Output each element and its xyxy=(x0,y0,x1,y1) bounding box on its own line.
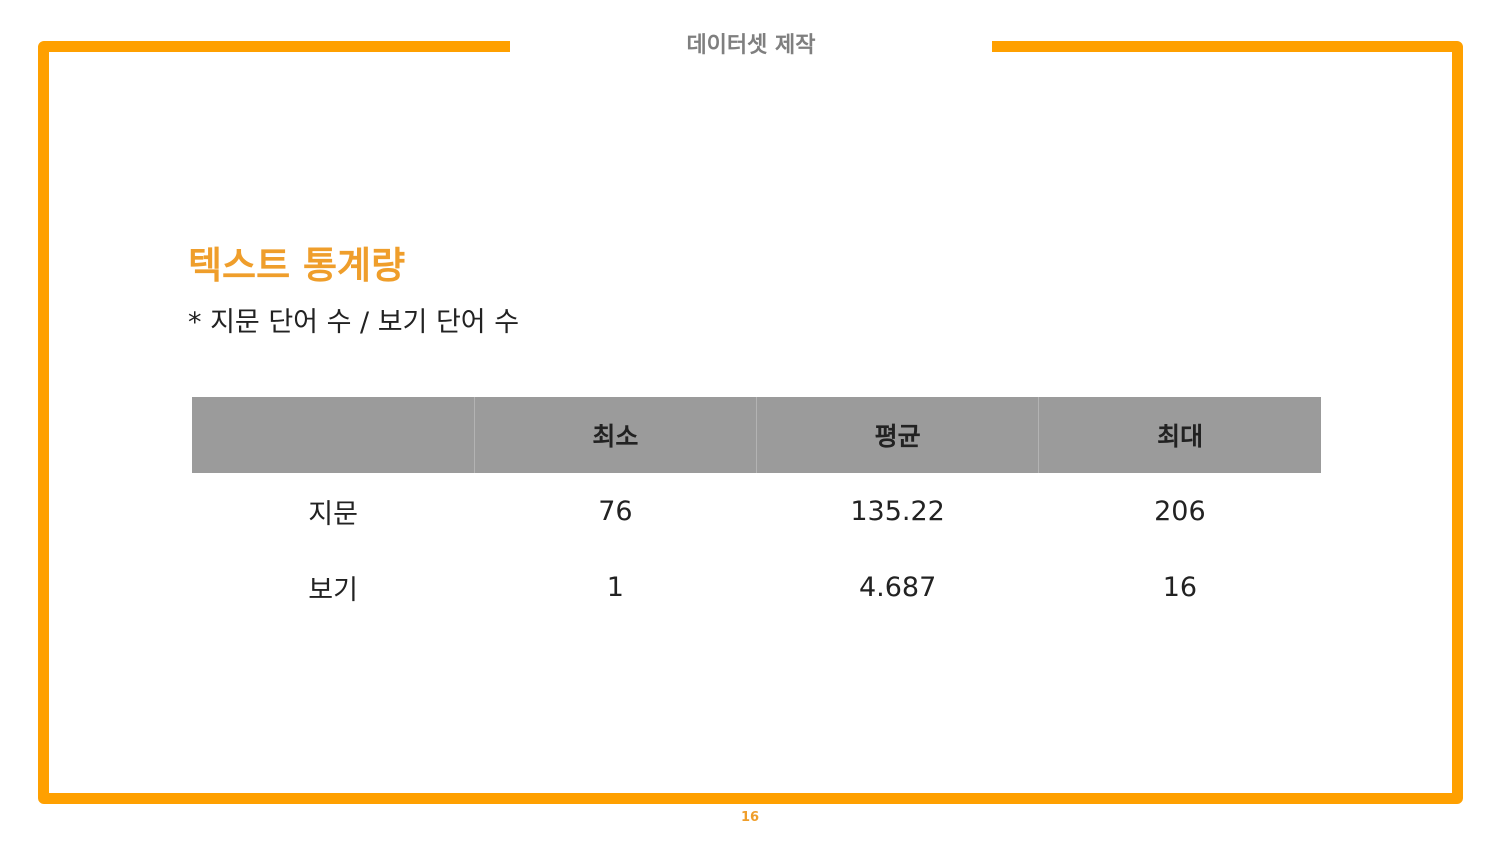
table-header-cell-min: 최소 xyxy=(473,397,757,473)
row-label: 보기 xyxy=(308,574,358,606)
header-gap xyxy=(510,28,992,68)
cell-avg: 135.22 xyxy=(850,495,945,527)
cell-max: 16 xyxy=(1162,571,1198,603)
stats-table: 최소 평균 최대 지문 76 135.22 206 보기 1 4.687 16 xyxy=(192,397,1321,625)
row-label: 지문 xyxy=(308,498,358,530)
table-row: 지문 76 135.22 206 xyxy=(192,473,1321,549)
table-header-cell-avg: 평균 xyxy=(755,397,1039,473)
cell-min: 1 xyxy=(606,571,624,603)
table-header-row: 최소 평균 최대 xyxy=(192,397,1321,473)
cell-min: 76 xyxy=(598,495,633,527)
cell-avg: 4.687 xyxy=(858,571,937,603)
slide-subtitle: * 지문 단어 수 / 보기 단어 수 xyxy=(188,307,520,338)
header-title: 데이터셋 제작 xyxy=(686,33,816,58)
table-header-cell-empty xyxy=(192,397,475,473)
table-header-cell-max: 최대 xyxy=(1038,397,1321,473)
cell-max: 206 xyxy=(1154,495,1206,527)
table-row: 보기 1 4.687 16 xyxy=(192,549,1321,625)
slide-title: 텍스트 통계량 xyxy=(188,244,406,287)
page-number: 16 xyxy=(740,810,760,825)
